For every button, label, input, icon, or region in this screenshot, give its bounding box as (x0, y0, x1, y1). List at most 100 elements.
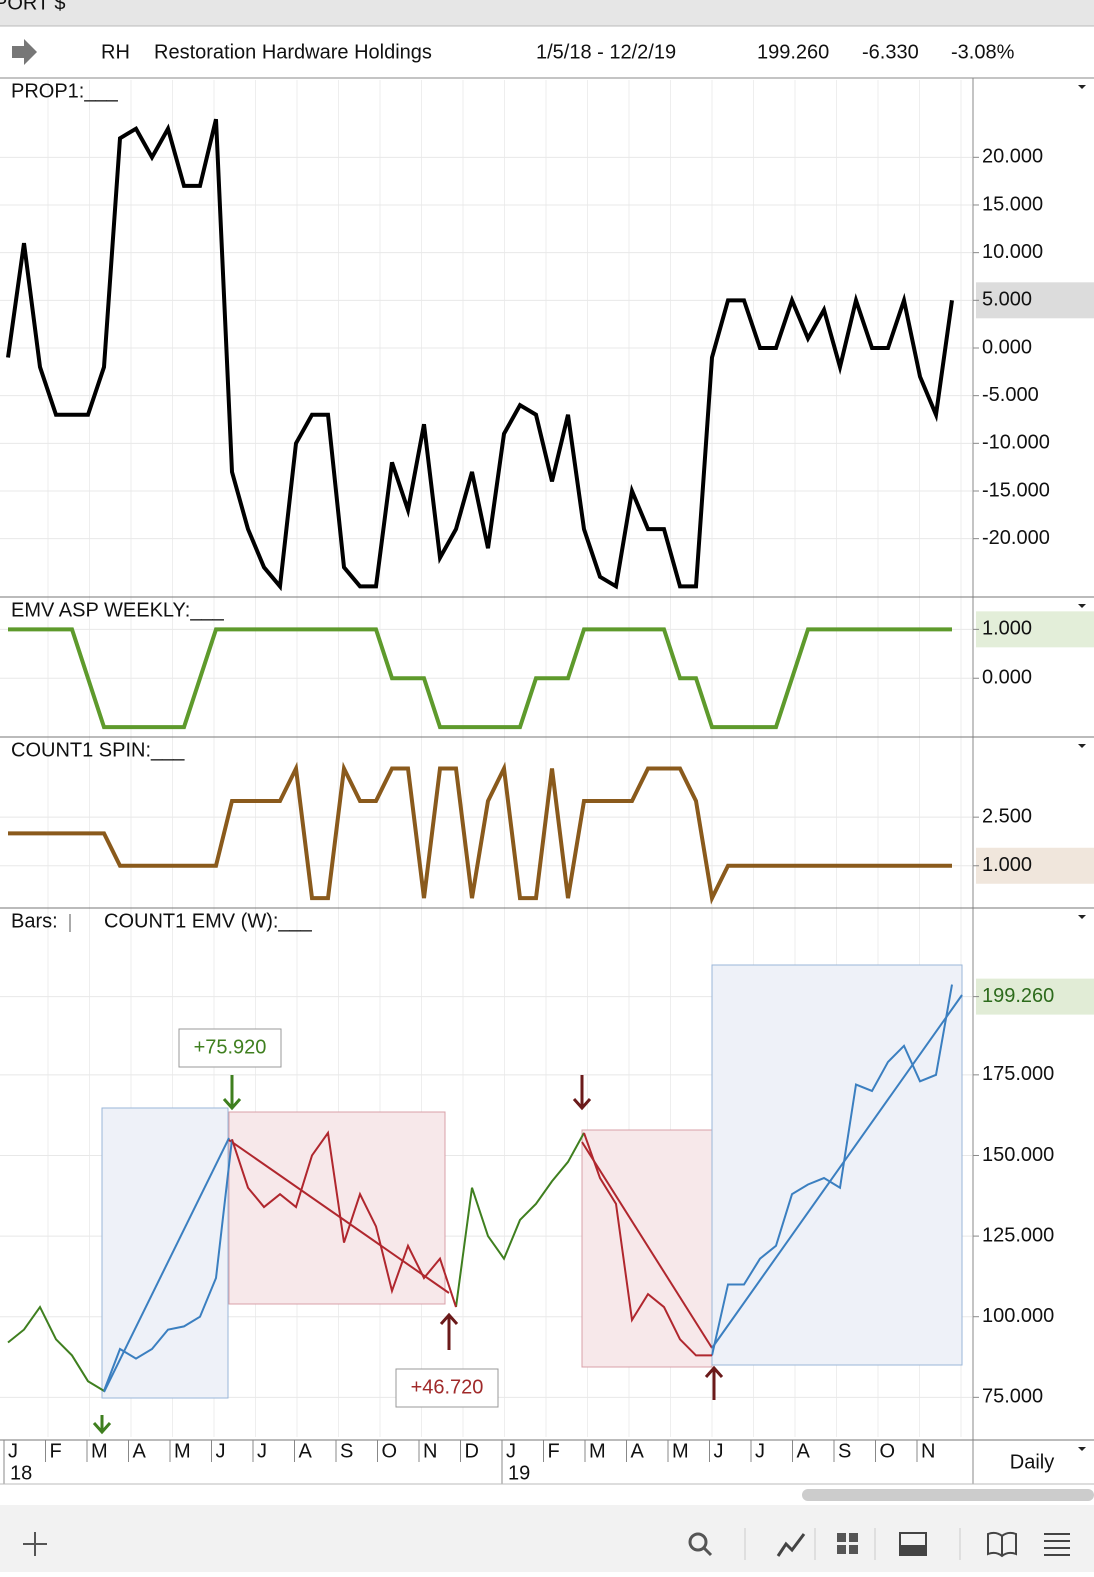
year-label: 19 (508, 1462, 530, 1484)
series-line (8, 627, 952, 730)
change: -6.330 (862, 41, 919, 63)
y-tick-label: -15.000 (982, 479, 1050, 501)
chart-type-button[interactable] (776, 1533, 806, 1557)
month-label: M (174, 1440, 191, 1462)
month-label: J (714, 1440, 724, 1462)
series-line (7, 1305, 105, 1392)
layout-button[interactable] (837, 1533, 858, 1554)
title-bar (0, 0, 1094, 26)
month-label: A (631, 1440, 645, 1462)
signal-arrow (222, 1075, 242, 1111)
y-tick-label: 20.000 (982, 146, 1043, 168)
trade-zone (101, 1107, 229, 1399)
month-label: N (423, 1440, 437, 1462)
search-button[interactable] (688, 1532, 708, 1552)
last-value-box (976, 847, 1094, 884)
y-tick-label: 15.000 (982, 193, 1043, 215)
y-tick-label: 5.000 (982, 289, 1032, 311)
gain-box (178, 1028, 282, 1068)
last-price: 199.260 (757, 41, 829, 63)
series-line (583, 1132, 712, 1357)
signal-arrow (572, 1075, 592, 1111)
month-label: O (382, 1440, 398, 1462)
panel-title: Bars: (11, 910, 58, 932)
month-label: F (50, 1440, 62, 1462)
trade-zone (711, 964, 963, 1366)
series-line (103, 1139, 233, 1392)
month-label: F (548, 1440, 560, 1462)
month-label: M (91, 1440, 108, 1462)
trend-line (711, 994, 963, 1349)
signal-arrow (439, 1312, 459, 1350)
signal-arrow (704, 1365, 724, 1400)
series-line (711, 984, 953, 1356)
y-tick-label: -10.000 (982, 432, 1050, 454)
last-value-box (976, 611, 1094, 648)
period-label[interactable]: Daily (1010, 1451, 1054, 1473)
change-pct: -3.08% (951, 41, 1015, 63)
date-range: 1/5/18 - 12/2/19 (536, 41, 676, 63)
year-label: 18 (10, 1462, 32, 1484)
panel-title: EMV ASP WEEKLY:___ (11, 599, 225, 621)
last-value-box (976, 978, 1094, 1015)
panel-menu[interactable] (1078, 915, 1086, 919)
company: Restoration Hardware Holdings (154, 41, 432, 63)
trade-zone (228, 1111, 446, 1305)
y-tick-label: 199.260 (982, 985, 1054, 1007)
add-button[interactable] (23, 1532, 47, 1556)
y-tick-label: 175.000 (982, 1063, 1054, 1085)
menu-button[interactable] (1044, 1533, 1070, 1556)
month-label: A (797, 1440, 811, 1462)
trend-line (228, 1139, 450, 1294)
y-tick-label: -5.000 (982, 384, 1039, 406)
gain-label: +46.720 (411, 1376, 484, 1398)
panel-menu[interactable] (1078, 604, 1086, 608)
book-button[interactable] (987, 1531, 1017, 1558)
signal-arrow (92, 1415, 112, 1435)
y-tick-label: 0.000 (982, 336, 1032, 358)
panel-menu[interactable] (1078, 744, 1086, 748)
trade-zone (581, 1129, 713, 1368)
month-label: J (755, 1440, 765, 1462)
portfolio-label[interactable]: PORT $ (0, 0, 66, 14)
month-label: J (257, 1440, 267, 1462)
y-tick-label: 1.000 (982, 854, 1032, 876)
month-label: A (133, 1440, 147, 1462)
y-tick-label: 75.000 (982, 1386, 1043, 1408)
month-label: J (506, 1440, 516, 1462)
month-label: M (589, 1440, 606, 1462)
y-tick-label: 0.000 (982, 667, 1032, 689)
month-label: A (299, 1440, 313, 1462)
month-label: O (880, 1440, 896, 1462)
series-line (8, 761, 952, 905)
y-tick-label: 125.000 (982, 1224, 1054, 1246)
month-label: J (8, 1440, 18, 1462)
month-label: D (465, 1440, 479, 1462)
scrollbar[interactable] (802, 1489, 1094, 1501)
gain-label: +75.920 (194, 1036, 267, 1058)
series-line (6, 118, 954, 592)
y-tick-label: 100.000 (982, 1305, 1054, 1327)
nav-arrow[interactable] (12, 39, 37, 65)
month-label: M (672, 1440, 689, 1462)
month-label: S (340, 1440, 353, 1462)
trend-line (581, 1141, 713, 1349)
month-label: J (216, 1440, 226, 1462)
y-tick-label: 10.000 (982, 241, 1043, 263)
month-label: N (921, 1440, 935, 1462)
panel-menu[interactable] (1078, 85, 1086, 89)
period-menu (1078, 1447, 1086, 1451)
series-line (455, 1132, 585, 1308)
y-tick-label: -20.000 (982, 527, 1050, 549)
y-tick-label: 1.000 (982, 618, 1032, 640)
panel-subtitle: COUNT1 EMV (W):___ (104, 910, 313, 932)
panel-title: PROP1:___ (11, 80, 119, 102)
last-value-box (976, 282, 1094, 319)
month-label: S (838, 1440, 851, 1462)
panel-title: COUNT1 SPIN:___ (11, 739, 185, 761)
gain-box (395, 1368, 499, 1408)
y-tick-label: 2.500 (982, 805, 1032, 827)
toolbar (0, 1505, 1094, 1572)
